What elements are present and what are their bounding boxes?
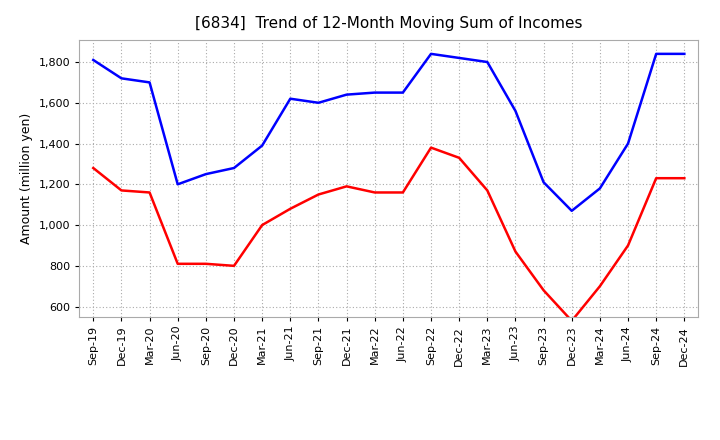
Ordinary Income [511, 108, 520, 114]
Ordinary Income [230, 165, 238, 171]
Net Income [595, 284, 604, 289]
Net Income [680, 176, 688, 181]
Net Income [370, 190, 379, 195]
Ordinary Income [567, 208, 576, 213]
Ordinary Income [680, 51, 688, 56]
Ordinary Income [652, 51, 660, 56]
Ordinary Income [427, 51, 436, 56]
Net Income [652, 176, 660, 181]
Line: Net Income: Net Income [94, 148, 684, 321]
Title: [6834]  Trend of 12-Month Moving Sum of Incomes: [6834] Trend of 12-Month Moving Sum of I… [195, 16, 582, 32]
Ordinary Income [89, 57, 98, 62]
Net Income [399, 190, 408, 195]
Ordinary Income [258, 143, 266, 148]
Ordinary Income [624, 141, 632, 146]
Ordinary Income [117, 76, 126, 81]
Net Income [314, 192, 323, 197]
Net Income [258, 223, 266, 228]
Net Income [174, 261, 182, 267]
Ordinary Income [174, 182, 182, 187]
Net Income [567, 318, 576, 323]
Net Income [342, 184, 351, 189]
Ordinary Income [342, 92, 351, 97]
Line: Ordinary Income: Ordinary Income [94, 54, 684, 211]
Ordinary Income [370, 90, 379, 95]
Net Income [624, 243, 632, 248]
Ordinary Income [202, 172, 210, 177]
Net Income [511, 249, 520, 254]
Ordinary Income [145, 80, 154, 85]
Ordinary Income [399, 90, 408, 95]
Ordinary Income [595, 186, 604, 191]
Net Income [230, 263, 238, 268]
Ordinary Income [539, 180, 548, 185]
Y-axis label: Amount (million yen): Amount (million yen) [20, 113, 33, 244]
Net Income [427, 145, 436, 150]
Net Income [539, 288, 548, 293]
Ordinary Income [483, 59, 492, 65]
Ordinary Income [286, 96, 294, 101]
Net Income [202, 261, 210, 267]
Net Income [286, 206, 294, 211]
Ordinary Income [314, 100, 323, 106]
Net Income [483, 188, 492, 193]
Net Income [145, 190, 154, 195]
Net Income [117, 188, 126, 193]
Ordinary Income [455, 55, 464, 61]
Net Income [455, 155, 464, 161]
Net Income [89, 165, 98, 171]
